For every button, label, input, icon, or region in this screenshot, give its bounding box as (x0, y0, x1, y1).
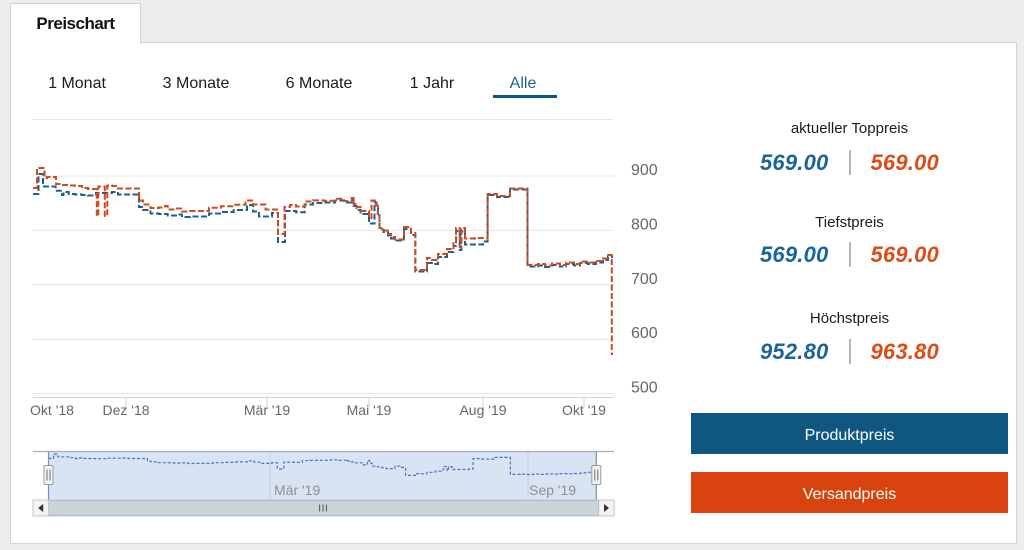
svg-text:Mär '19: Mär '19 (274, 482, 320, 498)
svg-text:900: 900 (631, 162, 658, 179)
svg-text:Sep '19: Sep '19 (529, 482, 576, 498)
svg-text:800: 800 (631, 216, 658, 233)
svg-text:700: 700 (631, 271, 658, 288)
svg-text:500: 500 (631, 380, 658, 397)
svg-text:Mai '19: Mai '19 (347, 402, 392, 418)
svg-text:Mär '19: Mär '19 (244, 402, 290, 418)
svg-text:Dez '18: Dez '18 (102, 402, 149, 418)
svg-text:Aug '19: Aug '19 (459, 402, 506, 418)
svg-text:Okt '19: Okt '19 (562, 402, 606, 418)
svg-text:600: 600 (631, 325, 658, 342)
svg-text:Okt '18: Okt '18 (30, 402, 74, 418)
